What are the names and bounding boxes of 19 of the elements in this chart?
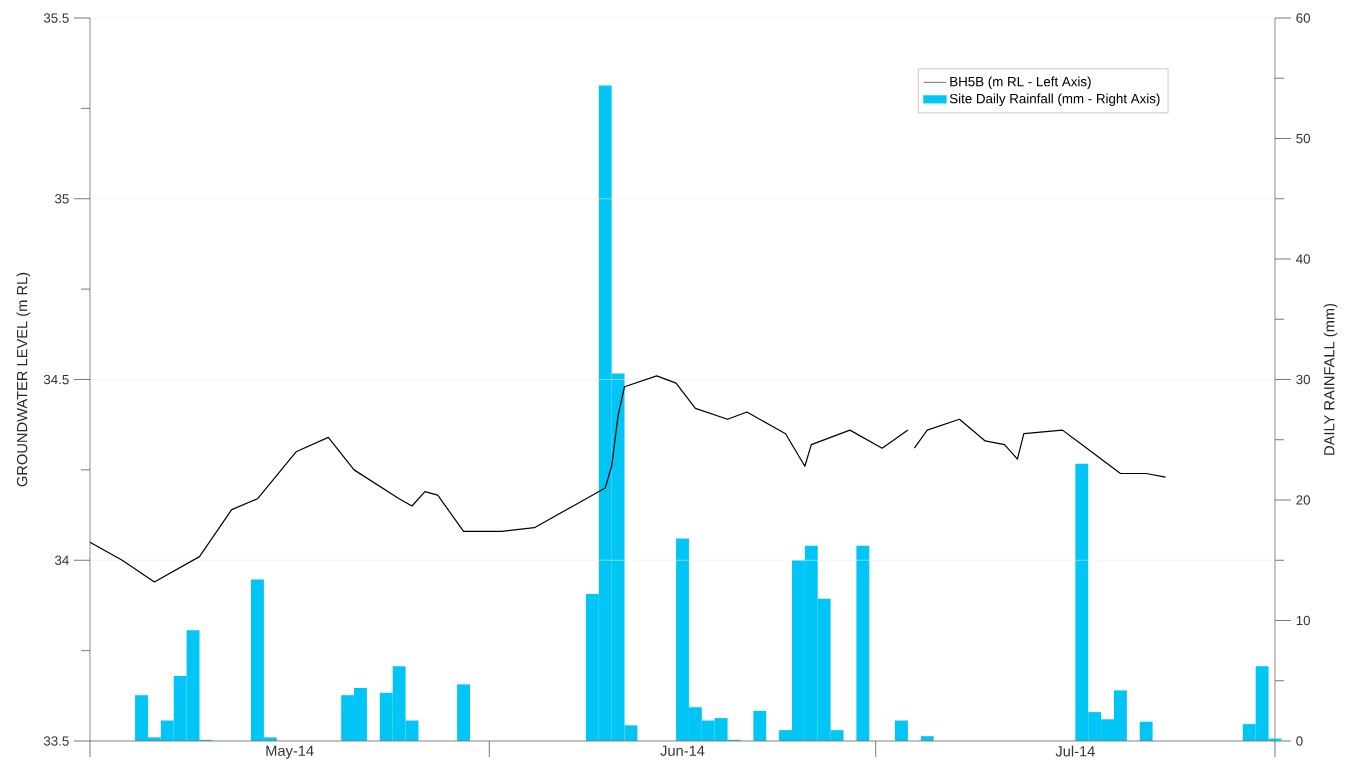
legend-label: Site Daily Rainfall (mm - Right Axis)	[949, 93, 1160, 106]
y-tick-label: 34	[54, 555, 69, 565]
y2-tick-label: 30	[1296, 374, 1311, 385]
y-axis-title: GROUNDWATER LEVEL (m RL)	[16, 272, 31, 487]
y-tick-label: 34.5	[43, 374, 69, 385]
y2-tick-label: 60	[1296, 13, 1311, 23]
y2-tick-label: 10	[1296, 615, 1311, 626]
y2-tick-label: 0	[1296, 736, 1303, 746]
y2-axis-title: DAILY RAINFALL (mm)	[1323, 303, 1338, 455]
y-tick-label: 35.5	[43, 13, 69, 23]
x-tick-label: May-14	[266, 745, 314, 759]
legend-label: BH5B (m RL - Left Axis)	[950, 76, 1091, 89]
y2-tick-label: 50	[1296, 133, 1311, 144]
y-tick-label: 35	[54, 194, 69, 204]
y2-tick-label: 20	[1296, 495, 1311, 505]
x-tick-label: Jul-14	[1055, 745, 1095, 757]
y-tick-label: 33.5	[43, 736, 69, 746]
y2-tick-label: 40	[1296, 254, 1311, 264]
x-tick-label: Jun-14	[660, 745, 705, 756]
